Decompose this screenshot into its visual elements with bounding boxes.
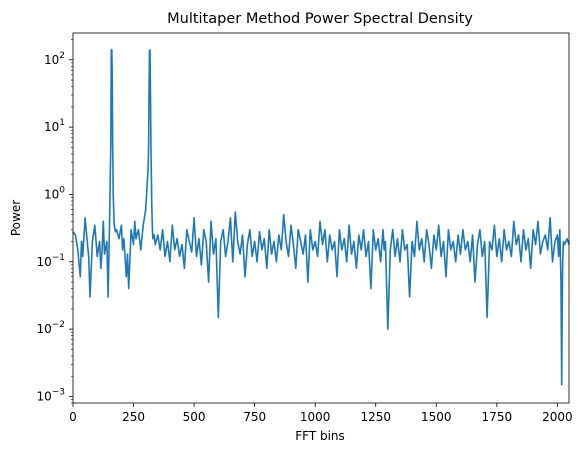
y-tick-base: 10	[44, 120, 59, 134]
x-tick-label: 1000	[300, 410, 331, 424]
y-tick-exponent: −1	[52, 253, 65, 263]
y-tick-exponent: 2	[59, 51, 65, 61]
series-line-psd	[72, 48, 570, 386]
x-tick-label: 1500	[421, 410, 452, 424]
plot-area	[72, 48, 570, 386]
y-tick-label: 102	[44, 51, 65, 67]
x-axis: 0 250 500 750 1000 1250 1500 1750 2000	[69, 403, 573, 424]
y-tick-base: 10	[36, 389, 51, 403]
y-tick-base: 10	[44, 187, 59, 201]
x-tick-label: 500	[183, 410, 206, 424]
x-tick-label: 250	[122, 410, 145, 424]
x-tick-label: 0	[69, 410, 77, 424]
y-tick-exponent: 0	[59, 185, 65, 195]
x-tick-label: 750	[243, 410, 266, 424]
axes-frame	[72, 32, 570, 404]
y-axis-label: Power	[9, 200, 23, 236]
y-tick-label: 100	[44, 185, 65, 201]
y-tick-base: 10	[36, 322, 51, 336]
y-tick-base: 10	[44, 53, 59, 67]
y-tick-exponent: −3	[52, 387, 65, 397]
y-tick-label: 10−3	[36, 387, 65, 403]
chart-title: Multitaper Method Power Spectral Density	[167, 11, 473, 27]
y-tick-base: 10	[36, 255, 51, 269]
x-tick-label: 1750	[482, 410, 513, 424]
y-tick-exponent: 1	[59, 118, 65, 128]
y-tick-label: 10−2	[36, 320, 65, 336]
y-tick-label: 101	[44, 118, 65, 134]
x-tick-label: 2000	[542, 410, 573, 424]
y-tick-label: 10−1	[36, 253, 65, 269]
x-tick-label: 1250	[360, 410, 391, 424]
x-axis-label: FFT bins	[295, 429, 345, 443]
y-tick-exponent: −2	[52, 320, 65, 330]
